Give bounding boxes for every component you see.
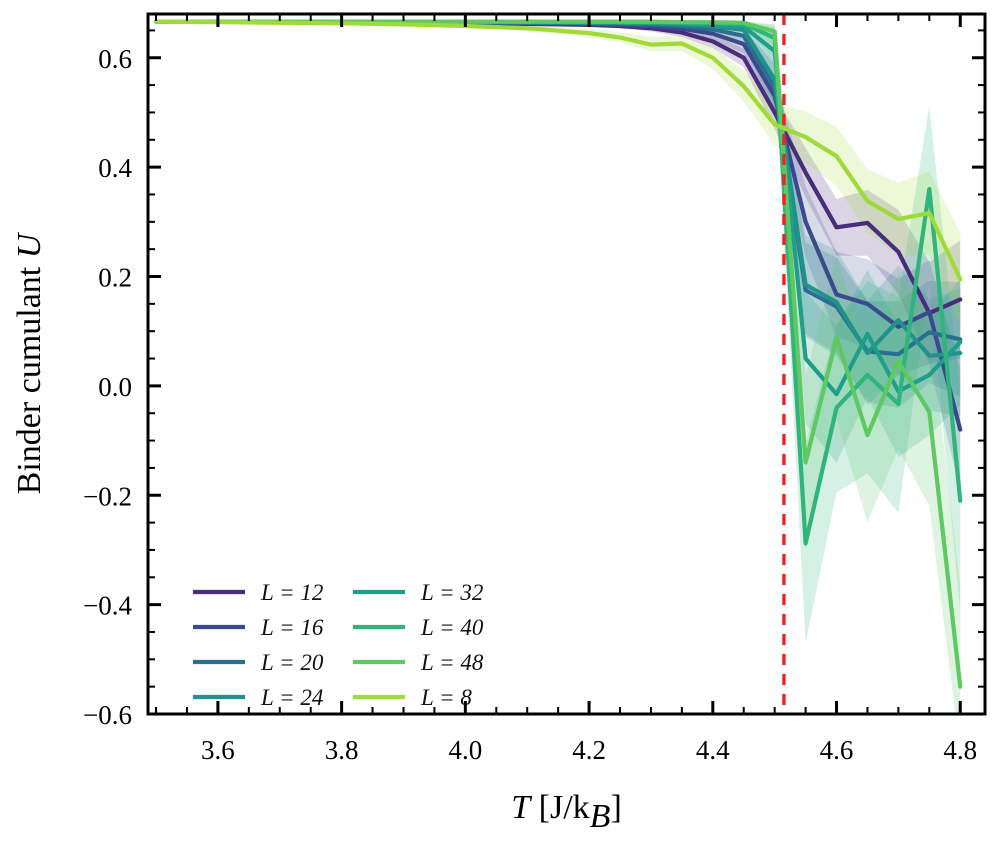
line-L=8[interactable]	[153, 19, 963, 282]
uncertainty-band-L=24	[156, 21, 961, 416]
legend-entry-L=16[interactable]: L = 16	[193, 615, 324, 640]
legend-entry-L=8[interactable]: L = 8	[353, 685, 472, 710]
legend-entry-L=12[interactable]: L = 12	[193, 580, 323, 605]
y-tick-label: 0.6	[98, 44, 132, 74]
legend-label-L=20: L = 20	[260, 650, 324, 675]
x-tick-label: 4.6	[820, 735, 854, 765]
legend-entry-L=48[interactable]: L = 48	[353, 650, 484, 675]
legend-label-L=32: L = 32	[420, 580, 483, 605]
series-lines	[153, 19, 963, 689]
axes-box	[146, 12, 987, 716]
tick-labels: 3.6 3.8 4.0 4.2 4.4 4.6 4.8 0.6 0.4 0.2 0.0 −0.2 −0.…	[83, 44, 977, 765]
legend-label-L=24: L = 24	[260, 685, 323, 710]
legend-entry-L=20[interactable]: L = 20	[193, 650, 324, 675]
y-tick-label: 0.2	[98, 263, 132, 293]
x-tick-label: 4.4	[696, 735, 730, 765]
y-tick-label: −0.2	[83, 481, 132, 511]
axis-titles: T [J/kB] Binder cumulant U	[11, 231, 622, 835]
axes-frame	[146, 12, 987, 716]
legend-label-L=40: L = 40	[420, 615, 484, 640]
legend-label-L=16: L = 16	[260, 615, 324, 640]
y-tick-label: 0.0	[98, 372, 132, 402]
x-axis-title: T [J/kB]	[511, 789, 622, 835]
x-tick-label: 3.8	[325, 735, 359, 765]
y-tick-label: 0.4	[98, 153, 132, 183]
legend-label-L=48: L = 48	[420, 650, 484, 675]
legend-label-L=8: L = 8	[420, 685, 472, 710]
legend-label-L=12: L = 12	[260, 580, 323, 605]
tick-marks	[148, 14, 985, 716]
y-tick-label: −0.4	[83, 591, 132, 621]
legend: L = 12 L = 16 L = 20 L = 24 L = 32 L = 40 L = …	[193, 580, 484, 710]
legend-entry-L=24[interactable]: L = 24	[193, 685, 323, 710]
x-tick-label: 4.8	[943, 735, 977, 765]
uncertainty-band-L=8	[156, 21, 961, 326]
legend-entry-L=32[interactable]: L = 32	[353, 580, 483, 605]
y-tick-label: −0.6	[83, 700, 132, 730]
x-tick-label: 3.6	[201, 735, 235, 765]
uncertainty-band-L=20	[156, 21, 961, 408]
x-tick-label: 4.2	[572, 735, 606, 765]
legend-entry-L=40[interactable]: L = 40	[353, 615, 484, 640]
x-tick-label: 4.0	[448, 735, 482, 765]
y-axis-title: Binder cumulant U	[11, 231, 48, 494]
